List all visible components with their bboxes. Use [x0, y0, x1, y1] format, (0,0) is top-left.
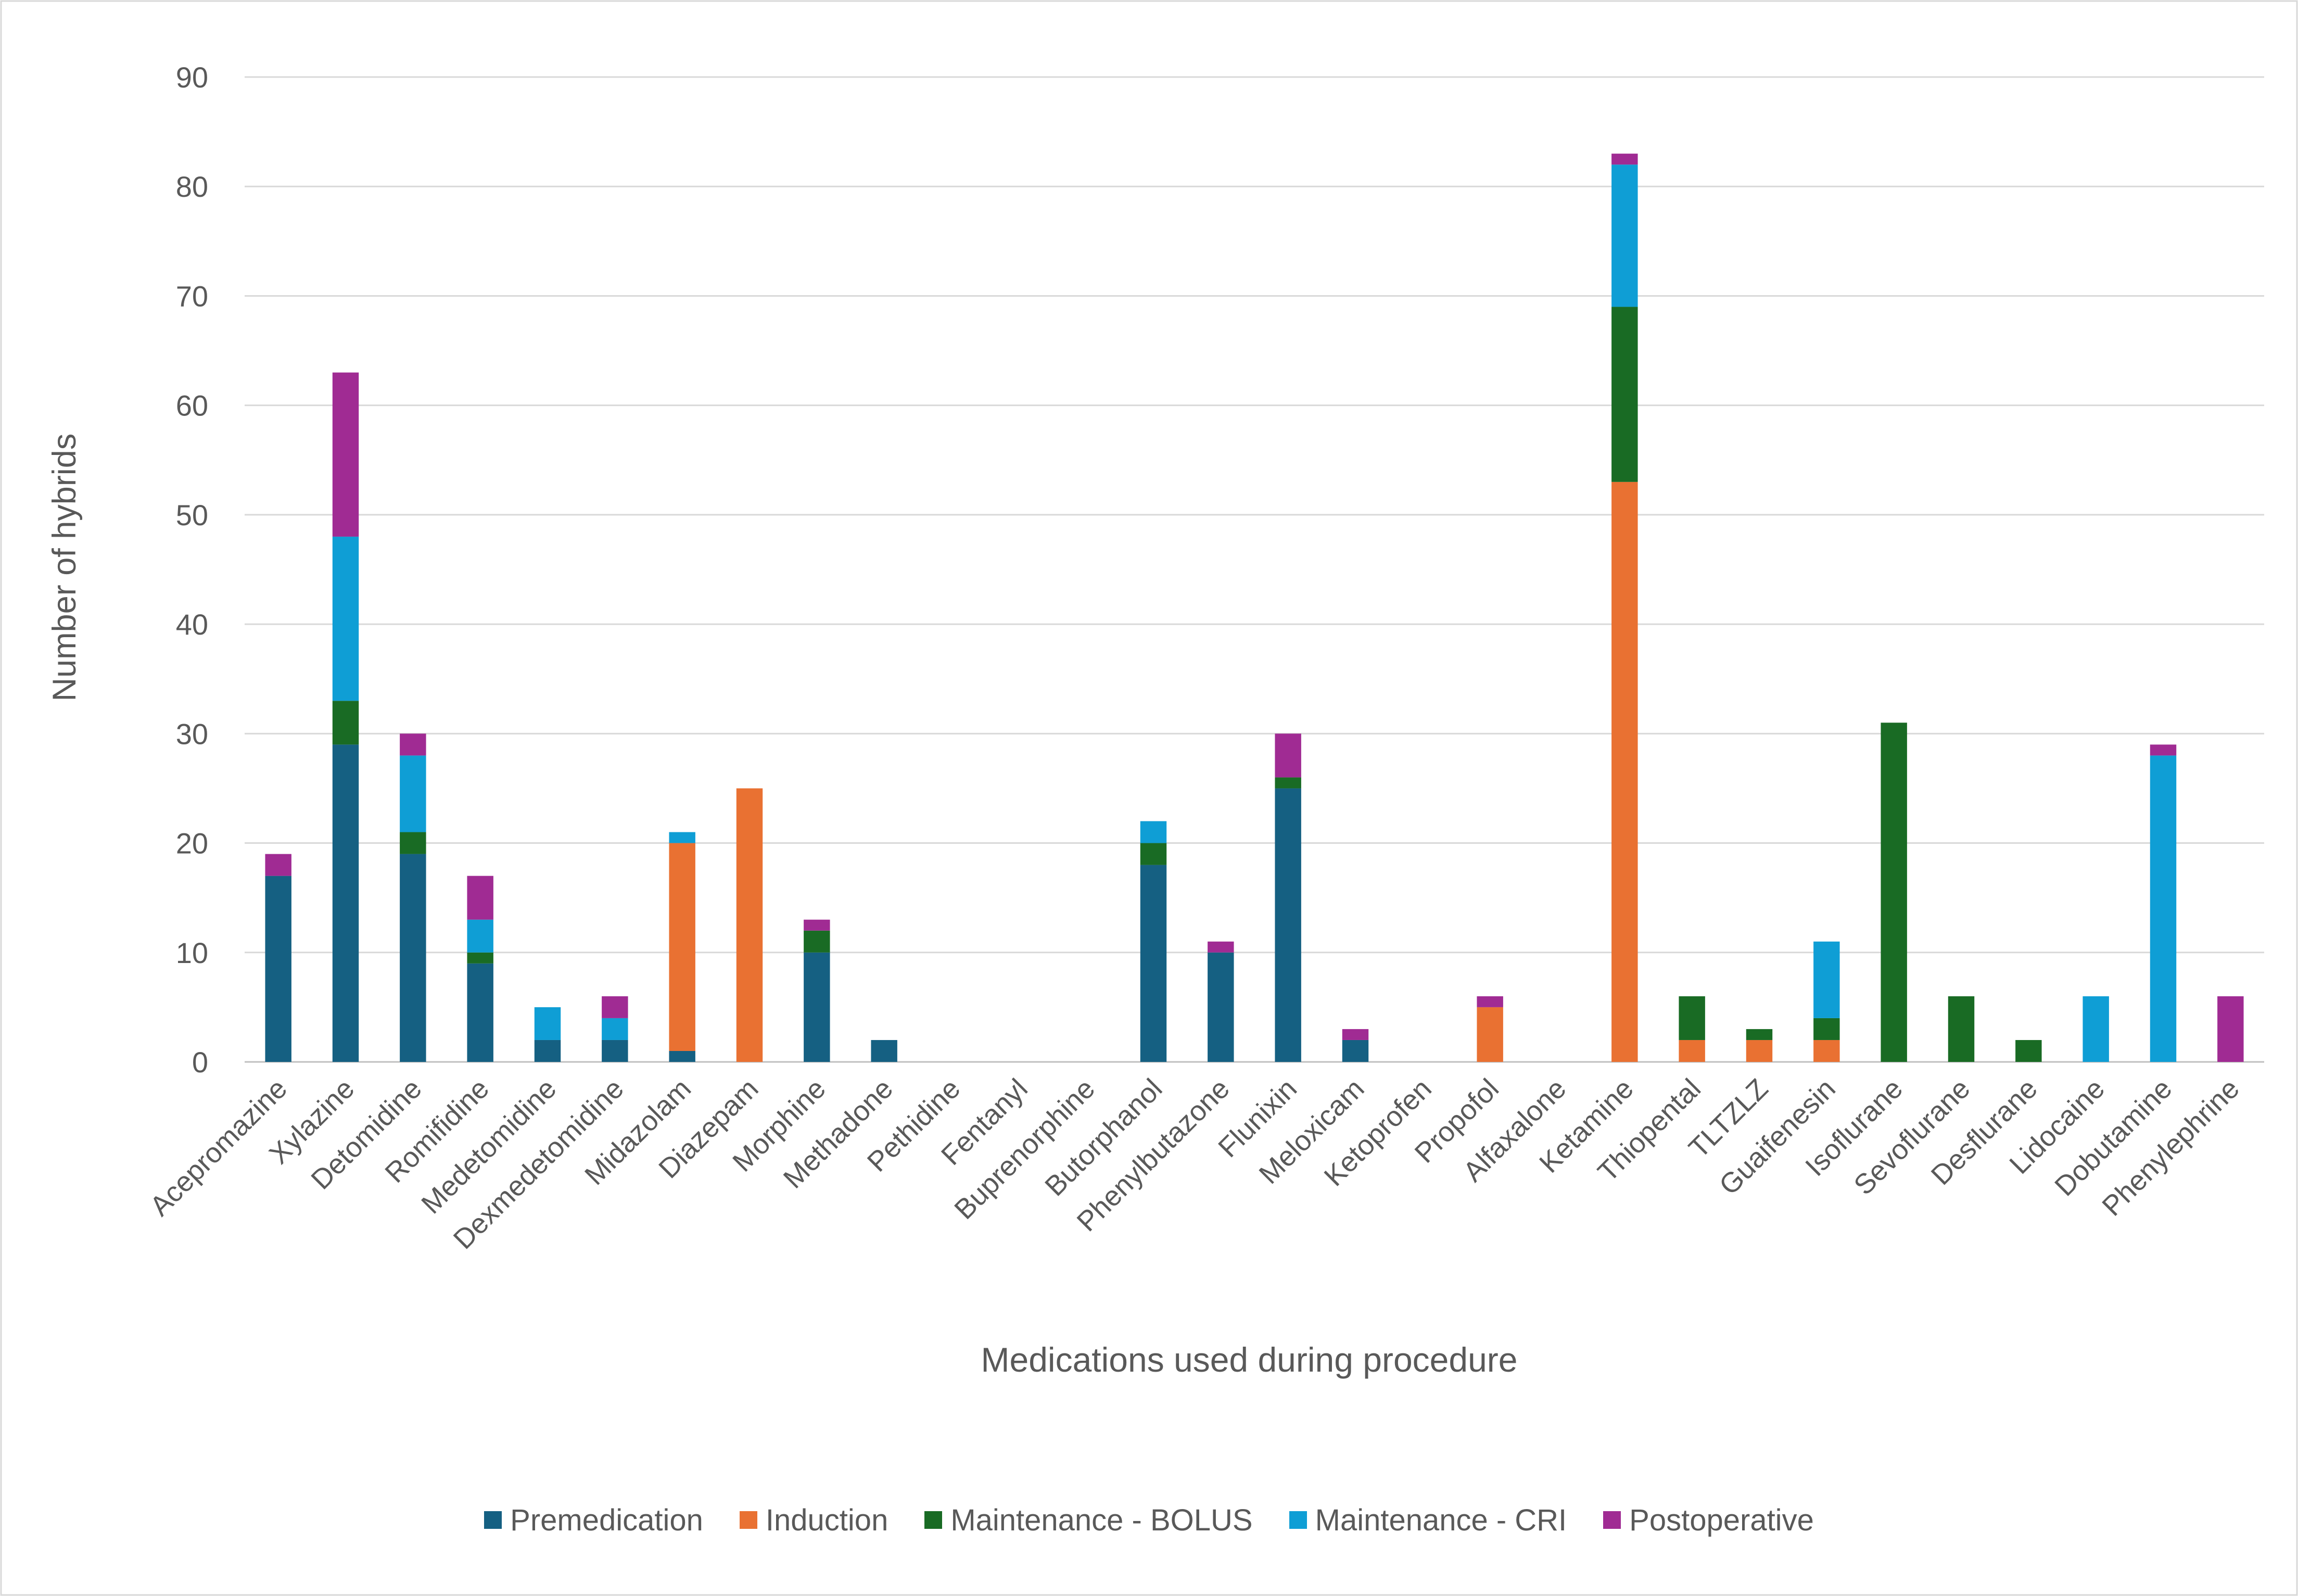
- y-axis-title: Number of hybrids: [46, 434, 83, 702]
- bar-segment-postoperative: [804, 919, 830, 931]
- bar-segment-maintenance-bolus: [1881, 723, 1907, 1062]
- bar-segment-maintenance-cri: [602, 1018, 628, 1040]
- bar-segment-premedication: [1208, 952, 1234, 1062]
- bar-segment-postoperative: [332, 372, 359, 537]
- bar-segment-maintenance-bolus: [2015, 1040, 2042, 1062]
- bar-segment-maintenance-bolus: [1948, 996, 1975, 1062]
- legend-item: Postoperative: [1603, 1503, 1814, 1538]
- bar-segment-premedication: [265, 876, 291, 1062]
- bar-segment-premedication: [602, 1040, 628, 1062]
- bar-segment-postoperative: [2150, 744, 2177, 756]
- bar-segment-postoperative: [265, 854, 291, 876]
- legend-item: Induction: [739, 1503, 888, 1538]
- legend-swatch: [1289, 1511, 1307, 1529]
- y-tick-label: 60: [176, 389, 208, 422]
- legend-label: Maintenance - CRI: [1315, 1503, 1567, 1537]
- bar-segment-maintenance-bolus: [1679, 996, 1705, 1040]
- bar-segment-postoperative: [1342, 1029, 1369, 1040]
- bar-segment-premedication: [669, 1050, 695, 1062]
- gridlines: [245, 76, 2264, 1063]
- legend-item: Maintenance - BOLUS: [924, 1503, 1253, 1538]
- bar-segment-maintenance-bolus: [804, 930, 830, 953]
- bar-segment-maintenance-bolus: [1746, 1029, 1773, 1040]
- bar-segment-maintenance-bolus: [1140, 843, 1167, 865]
- x-axis-title: Medications used during procedure: [981, 1340, 1518, 1379]
- y-axis-ticks: 0 10 20 30 40 50 60 70 80 90: [176, 61, 208, 1079]
- legend-item: Maintenance - CRI: [1289, 1503, 1567, 1538]
- y-tick-label: 20: [176, 827, 208, 860]
- y-tick-label: 50: [176, 499, 208, 531]
- y-tick-label: 40: [176, 608, 208, 641]
- bars: [265, 154, 2244, 1062]
- bar-segment-maintenance-cri: [669, 832, 695, 843]
- bar-segment-premedication: [871, 1040, 897, 1062]
- bar-segment-premedication: [467, 963, 493, 1062]
- bar-segment-postoperative: [1275, 733, 1301, 778]
- bar-segment-premedication: [1140, 865, 1167, 1062]
- legend-label: Maintenance - BOLUS: [950, 1503, 1253, 1537]
- bar-segment-induction: [1611, 482, 1638, 1062]
- bar-segment-maintenance-bolus: [1275, 777, 1301, 789]
- y-tick-label: 70: [176, 280, 208, 312]
- bar-segment-maintenance-cri: [1611, 164, 1638, 307]
- bar-segment-postoperative: [2217, 996, 2244, 1062]
- bar-segment-induction: [1746, 1040, 1773, 1062]
- bar-segment-maintenance-cri: [1140, 821, 1167, 843]
- bar-segment-maintenance-bolus: [467, 952, 493, 964]
- bar-segment-postoperative: [1611, 154, 1638, 165]
- bar-segment-maintenance-cri: [467, 919, 493, 953]
- bar-segment-premedication: [534, 1040, 561, 1062]
- bar-segment-maintenance-bolus: [1611, 307, 1638, 482]
- bar-segment-maintenance-cri: [400, 755, 426, 832]
- bar-segment-postoperative: [1477, 996, 1503, 1007]
- legend-swatch: [484, 1511, 502, 1529]
- legend-swatch: [739, 1511, 757, 1529]
- legend-swatch: [924, 1511, 943, 1529]
- bar-segment-maintenance-cri: [534, 1007, 561, 1040]
- bar-segment-maintenance-cri: [1813, 941, 1840, 1018]
- legend: Premedication Induction Maintenance - BOLU…: [0, 1494, 2298, 1546]
- bar-segment-postoperative: [602, 996, 628, 1018]
- bar-segment-maintenance-bolus: [332, 701, 359, 745]
- legend-label: Induction: [765, 1503, 888, 1537]
- bar-segment-maintenance-bolus: [1813, 1018, 1840, 1040]
- bar-segment-premedication: [1275, 788, 1301, 1062]
- legend-label: Premedication: [510, 1503, 703, 1537]
- bar-segment-induction: [1477, 1007, 1503, 1062]
- bar-segment-postoperative: [467, 876, 493, 920]
- legend-item: Premedication: [484, 1503, 703, 1538]
- y-tick-label: 10: [176, 936, 208, 969]
- bar-segment-premedication: [332, 744, 359, 1062]
- y-tick-label: 30: [176, 717, 208, 750]
- bar-segment-maintenance-cri: [332, 536, 359, 701]
- bar-segment-premedication: [804, 952, 830, 1062]
- legend-swatch: [1603, 1511, 1621, 1529]
- bar-segment-premedication: [400, 854, 426, 1062]
- bar-segment-induction: [736, 788, 763, 1062]
- bar-segment-induction: [1679, 1040, 1705, 1062]
- bar-segment-postoperative: [1208, 941, 1234, 953]
- bar-segment-maintenance-cri: [2150, 755, 2177, 1062]
- y-tick-label: 90: [176, 61, 208, 94]
- y-tick-label: 0: [192, 1046, 208, 1079]
- bar-segment-maintenance-bolus: [400, 832, 426, 854]
- bar-segment-premedication: [1342, 1040, 1369, 1062]
- bar-segment-induction: [669, 843, 695, 1051]
- y-tick-label: 80: [176, 170, 208, 203]
- bar-segment-postoperative: [400, 733, 426, 756]
- bar-segment-induction: [1813, 1040, 1840, 1062]
- bar-segment-maintenance-cri: [2083, 996, 2109, 1062]
- legend-label: Postoperative: [1629, 1503, 1814, 1537]
